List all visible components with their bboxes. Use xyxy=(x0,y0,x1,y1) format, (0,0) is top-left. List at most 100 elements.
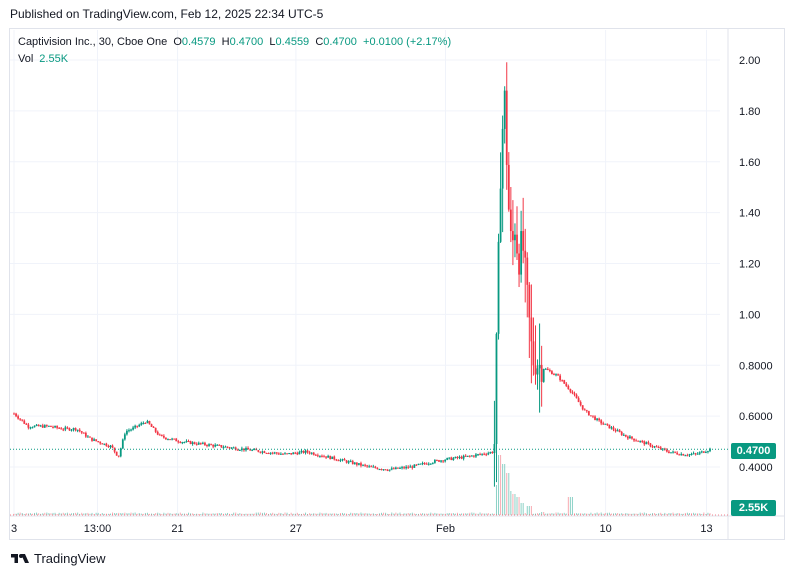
volume-bar xyxy=(366,513,368,515)
open-label: O xyxy=(173,36,182,48)
candle-body xyxy=(403,467,405,469)
candle-body xyxy=(296,453,299,455)
volume-bar xyxy=(598,513,600,515)
candle-body xyxy=(452,458,455,460)
candle-body xyxy=(598,418,601,421)
candle-body xyxy=(682,454,685,456)
candle-body xyxy=(158,434,161,436)
candle-body xyxy=(462,455,465,459)
volume-bar xyxy=(161,513,163,515)
candle-body xyxy=(290,453,293,455)
candle-body xyxy=(321,455,323,457)
candle-body xyxy=(308,452,311,454)
volume-bar xyxy=(155,513,157,515)
volume-bar xyxy=(208,513,210,515)
volume-bar xyxy=(364,512,366,515)
volume-bar xyxy=(177,513,179,515)
volume-bar xyxy=(436,513,438,515)
volume-bar xyxy=(190,513,192,515)
x-tick-label: Feb xyxy=(436,523,455,535)
candle-body xyxy=(639,440,642,442)
volume-bar xyxy=(383,512,385,515)
candle-body xyxy=(275,452,278,454)
volume-bar xyxy=(339,512,341,515)
volume-bar xyxy=(181,513,183,515)
candle-body xyxy=(440,460,442,462)
symbol-label[interactable]: Captivision Inc., 30, Cboe One xyxy=(18,36,168,48)
candle-body xyxy=(183,441,186,443)
candle-body xyxy=(392,468,395,470)
volume-bar xyxy=(165,513,167,515)
high-value: 0.4700 xyxy=(229,36,264,48)
candle-body xyxy=(512,231,514,241)
volume-bar xyxy=(376,513,378,515)
candle-body xyxy=(181,442,184,444)
volume-bar xyxy=(167,512,169,515)
candle-body xyxy=(271,452,274,454)
candle-body xyxy=(199,442,202,444)
candle-body xyxy=(458,456,461,458)
candle-body xyxy=(524,250,527,258)
candle-body xyxy=(74,428,77,431)
candle-body xyxy=(616,430,619,432)
candle-body xyxy=(366,465,369,467)
candle-body xyxy=(421,463,424,465)
candle-body xyxy=(569,389,572,392)
volume-bar xyxy=(284,512,286,515)
volume-bar xyxy=(385,512,387,515)
volume-bar xyxy=(426,513,428,515)
candle-body xyxy=(150,424,153,427)
volume-bar xyxy=(120,513,122,515)
high-label: H xyxy=(221,36,230,48)
candle-body xyxy=(277,453,280,455)
candle-body xyxy=(214,444,217,447)
volume-bar xyxy=(198,513,200,515)
candle-body xyxy=(501,128,504,189)
candle-body xyxy=(343,459,346,461)
candle-body xyxy=(631,436,633,439)
candle-body xyxy=(399,467,401,469)
candle-body xyxy=(489,452,492,454)
candle-body xyxy=(306,450,309,453)
candle-body xyxy=(220,445,223,448)
volume-bar xyxy=(709,513,711,515)
chart-frame[interactable] xyxy=(9,28,785,540)
candle-body xyxy=(651,446,654,448)
candle-body xyxy=(107,445,110,448)
volume-bar xyxy=(149,513,151,515)
candle-body xyxy=(557,374,559,376)
volume-bar xyxy=(233,512,235,515)
volume-bar xyxy=(688,513,690,515)
volume-bar xyxy=(309,513,311,515)
candle-body xyxy=(698,452,701,454)
volume-bar xyxy=(118,512,120,515)
volume-bar xyxy=(553,513,555,515)
candle-body xyxy=(154,427,157,432)
volume-bar xyxy=(502,464,504,515)
volume-bar xyxy=(639,512,641,515)
candle-body xyxy=(121,439,124,449)
candle-body xyxy=(218,444,221,446)
volume-bar xyxy=(38,513,40,515)
volume-bar xyxy=(676,513,678,515)
candle-body xyxy=(583,409,586,411)
candle-body xyxy=(193,442,196,444)
candle-body xyxy=(516,234,518,254)
volume-bar xyxy=(140,513,142,515)
volume-bar xyxy=(415,513,417,515)
volume-bar xyxy=(493,513,495,515)
candle-body xyxy=(526,257,529,285)
candle-body xyxy=(337,460,340,462)
volume-bar xyxy=(52,512,54,515)
candle-body xyxy=(386,470,389,472)
candle-body xyxy=(384,469,387,471)
volume-bar xyxy=(487,513,489,515)
volume-bar xyxy=(701,513,703,515)
volume-bar xyxy=(619,513,621,515)
candle-body xyxy=(374,466,377,468)
volume-bar xyxy=(157,512,159,515)
candle-body xyxy=(460,456,463,459)
footer-brand: TradingView xyxy=(10,551,106,566)
volume-bar xyxy=(142,513,144,515)
